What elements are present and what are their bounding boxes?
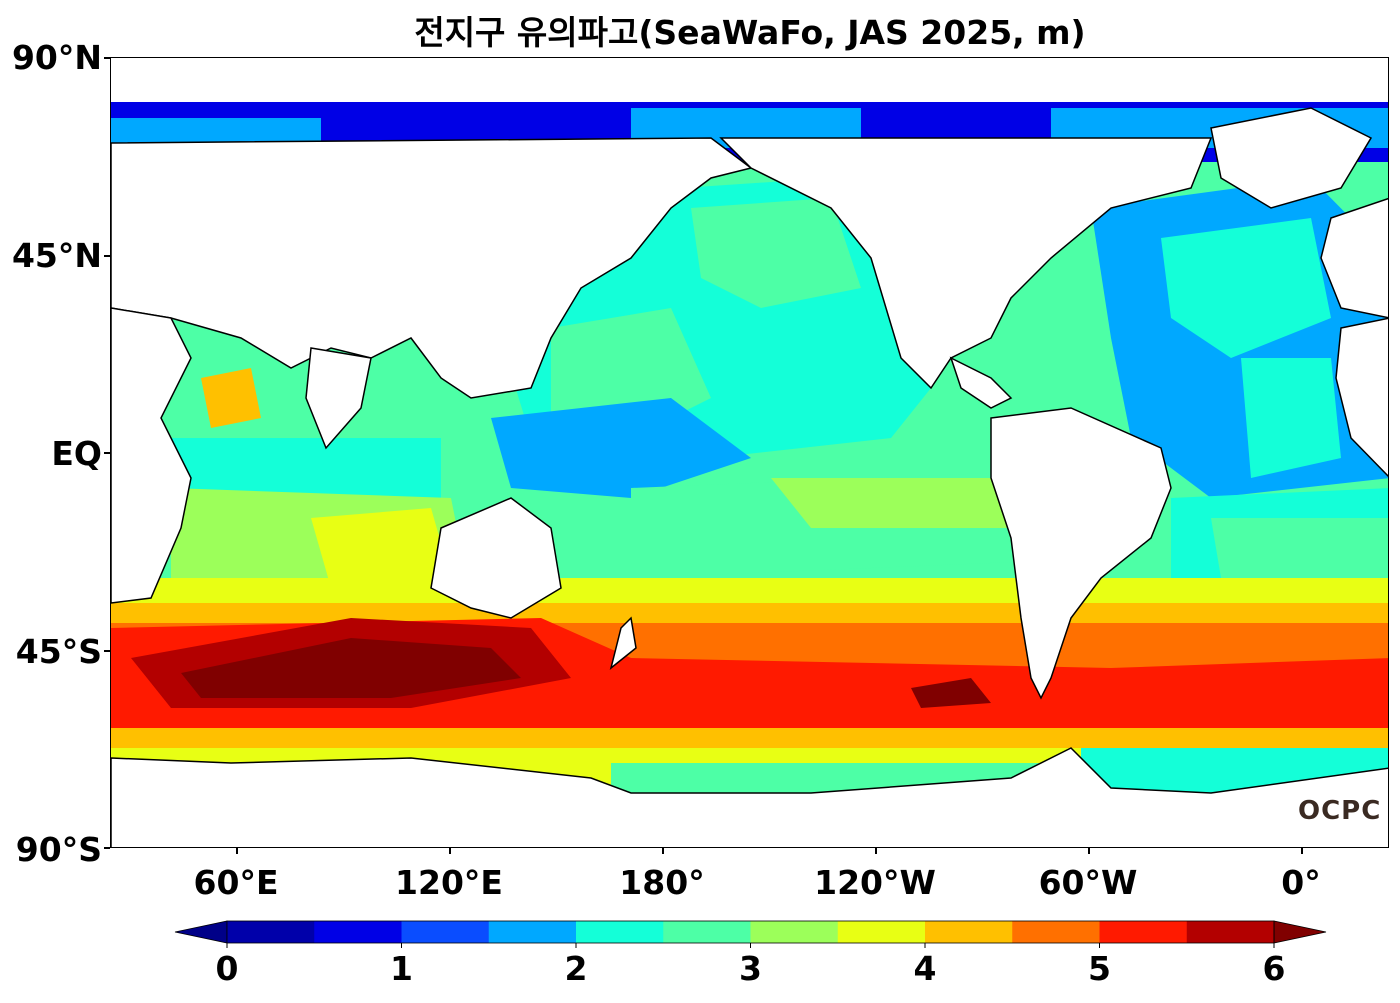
lon-tick — [1088, 848, 1090, 854]
australia-land — [430, 497, 562, 619]
colorbar-segment — [1099, 921, 1188, 943]
colorbar-segment — [314, 921, 402, 943]
lon-tick — [236, 848, 238, 854]
colorbar-segment — [576, 921, 664, 943]
colorbar-tick-label: 0 — [215, 949, 239, 988]
lat-label-45s: 45°S — [15, 632, 102, 671]
africa-land — [111, 307, 192, 604]
south-pacific-maroon — [911, 678, 991, 708]
west-africa-land — [1335, 317, 1388, 478]
colorbar-segment — [488, 921, 577, 943]
lon-tick — [662, 848, 664, 854]
colorbar-under-arrow — [174, 920, 228, 944]
lon-tick — [449, 848, 451, 854]
southern-maroon — [181, 638, 521, 698]
colorbar-segment — [1186, 921, 1275, 943]
continents — [111, 107, 1388, 847]
lon-label-0: 0° — [1281, 863, 1321, 902]
lon-label-120w: 120°W — [814, 863, 936, 902]
north-atlantic-cyan — [1161, 218, 1331, 358]
colorbar-segment — [750, 921, 839, 943]
lat-tick — [104, 57, 110, 59]
wave-height-field — [111, 102, 1388, 847]
lat-tick — [104, 452, 110, 454]
colorbar-segment — [925, 921, 1013, 943]
colorbar-tick-label: 5 — [1088, 949, 1111, 988]
colorbar-tick-label: 1 — [390, 949, 413, 988]
lon-tick — [875, 848, 877, 854]
colorbar — [174, 920, 1327, 948]
lat-tick — [104, 847, 110, 849]
colorbar-segment — [1012, 921, 1100, 943]
north-pacific-green — [691, 198, 861, 308]
indian-yellow — [311, 508, 451, 588]
lat-tick — [104, 255, 110, 257]
lat-label-45n: 45°N — [11, 236, 102, 275]
colorbar-segment — [837, 921, 926, 943]
lat-tick — [104, 650, 110, 652]
europe-land — [1320, 197, 1388, 319]
colorbar-segment — [401, 921, 490, 943]
colorbar-tick-label: 6 — [1262, 949, 1286, 988]
new-zealand-land — [609, 616, 637, 670]
colorbar-tick-label: 2 — [564, 949, 588, 988]
colorbar-segment — [227, 921, 315, 943]
atlantic-cyan — [1241, 358, 1341, 478]
central-america-land — [949, 356, 1013, 409]
lon-label-60e: 60°E — [193, 863, 279, 902]
india-land — [305, 347, 372, 450]
antarctica-land — [111, 747, 1388, 847]
lon-label-120e: 120°E — [395, 863, 503, 902]
lon-label-180: 180° — [619, 863, 705, 902]
south-america-land — [990, 407, 1172, 700]
map-title: 전지구 유의파고(SeaWaFo, JAS 2025, m) — [414, 13, 1086, 52]
colorbar-tick-label: 3 — [739, 949, 762, 988]
lon-label-60w: 60°W — [1038, 863, 1138, 902]
colorbar-segment — [663, 921, 751, 943]
arabian-sea-orange — [201, 368, 261, 428]
lat-label-90n: 90°N — [11, 38, 102, 77]
lat-label-eq: EQ — [51, 434, 102, 473]
west-pacific-blue — [491, 398, 751, 498]
lon-tick — [1301, 848, 1303, 854]
south-atlantic-green — [1211, 518, 1388, 578]
wave-height-map — [110, 57, 1389, 848]
colorbar-over-arrow — [1273, 920, 1327, 944]
colorbar-tick-label: 4 — [913, 949, 937, 988]
ocpc-logo: OCPC — [1298, 796, 1382, 826]
lat-label-90s: 90°S — [15, 830, 102, 869]
north-america-land — [719, 137, 1213, 390]
eurasia-land — [111, 137, 753, 399]
greenland-land — [1210, 107, 1373, 209]
